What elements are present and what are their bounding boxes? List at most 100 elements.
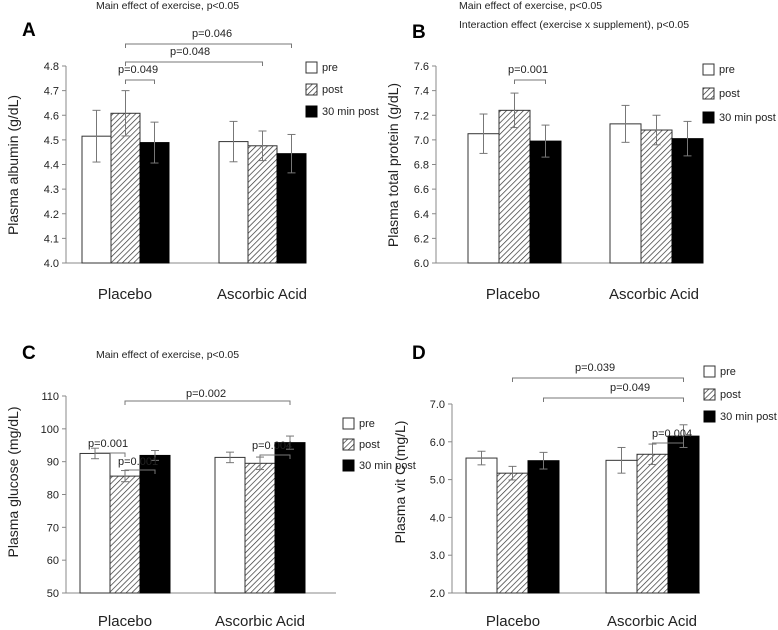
- legend-swatch-post: [342, 438, 355, 451]
- y-tick-label: 6.6: [414, 184, 429, 196]
- significance-label: p=0.049: [118, 64, 158, 76]
- y-tick-label: 4.3: [44, 184, 59, 196]
- y-tick-label: 4.1: [44, 233, 59, 245]
- panel-d-legend: pre post 30 min post: [703, 365, 777, 423]
- panel-d-y-axis-label: Plasma vit C (mg/L): [392, 421, 408, 544]
- legend-label-pre: pre: [720, 366, 736, 378]
- legend-swatch-post: [305, 83, 318, 96]
- bar-post-placebo: [496, 472, 529, 594]
- legend-label-pre: pre: [359, 418, 375, 430]
- significance-bracket: [125, 79, 155, 84]
- y-tick-label: 7.0: [414, 135, 429, 147]
- y-tick-label: 6.0: [430, 437, 445, 449]
- legend-label-30-min-post: 30 min post: [322, 106, 379, 118]
- bar-post-placebo: [498, 109, 531, 264]
- significance-label: p=0.046: [192, 28, 232, 40]
- panel-d: D Plasma vit C (mg/L) 2.0 3.0 4.0 5.0 6.0 7.0…: [392, 343, 777, 630]
- panel-a-y-axis-label: Plasma albumin (g/dL): [5, 95, 21, 235]
- significance-label: p=0.001: [118, 456, 158, 468]
- bar-post-placebo: [109, 475, 141, 594]
- significance-label: p=0.001: [88, 438, 128, 450]
- y-tick-label: 4.2: [44, 209, 59, 221]
- legend-label-post: post: [720, 389, 741, 401]
- panel-b-y-axis-label: Plasma total protein (g/dL): [385, 83, 401, 247]
- legend-label-30-min-post: 30 min post: [720, 411, 777, 423]
- bar-30-min-post-placebo: [139, 454, 171, 594]
- panel-a-plot-area: 4.0 4.1 4.2 4.3 4.4 4.5 4.6 4.7 4.8 p=0.049 p=0.04…: [44, 28, 307, 270]
- bar-30-min-post-placebo: [527, 460, 560, 594]
- bar-30-min-post-ascorbic-acid: [274, 442, 306, 594]
- significance-bracket: [543, 397, 684, 402]
- panel-c-category-ascorbic-acid: Ascorbic Acid: [215, 613, 305, 630]
- y-tick-label: 4.8: [44, 61, 59, 73]
- panel-b-category-ascorbic-acid: Ascorbic Acid: [609, 286, 699, 303]
- significance-bracket: [125, 61, 263, 66]
- panel-b-category-placebo: Placebo: [486, 286, 540, 303]
- y-tick-label: 6.2: [414, 233, 429, 245]
- y-tick-label: 110: [41, 391, 59, 403]
- y-tick-label: 2.0: [430, 588, 445, 600]
- panel-c-label: C: [22, 343, 36, 364]
- y-tick-label: 7.2: [414, 110, 429, 122]
- significance-label: p=0.002: [186, 388, 226, 400]
- bar-pre-placebo: [465, 457, 498, 594]
- significance-bracket: [652, 442, 684, 447]
- significance-bracket: [259, 454, 291, 459]
- panel-c-annotation: Main effect of exercise, p<0.05: [96, 349, 239, 361]
- legend-swatch-pre: [342, 417, 355, 430]
- panel-a: A Main effect of exercise, p<0.05 Plasma…: [5, 0, 379, 303]
- y-tick-label: 80: [47, 490, 59, 502]
- bar-pre-placebo: [467, 133, 500, 264]
- bar-post-ascorbic-acid: [247, 145, 278, 264]
- significance-bracket: [124, 400, 291, 405]
- y-tick-label: 7.0: [430, 399, 445, 411]
- panel-d-category-placebo: Placebo: [486, 613, 540, 630]
- legend-label-pre: pre: [719, 64, 735, 76]
- bar-post-ascorbic-acid: [640, 129, 673, 264]
- significance-label: p=0.049: [610, 382, 650, 394]
- y-tick-label: 4.7: [44, 86, 59, 98]
- y-tick-label: 6.8: [414, 160, 429, 172]
- bar-30-min-post-placebo: [529, 140, 562, 264]
- panel-c: C Main effect of exercise, p<0.05 Plasma…: [5, 343, 416, 630]
- y-tick-label: 3.0: [430, 550, 445, 562]
- significance-bracket: [512, 377, 684, 382]
- legend-label-post: post: [359, 439, 380, 451]
- panel-c-plot-area: 50 60 70 80 90 100 110 p=0.001 p=0.001 p=0.002 p=0…: [41, 388, 336, 600]
- panel-d-plot-area: 2.0 3.0 4.0 5.0 6.0 7.0 p=0.039 p=0.049 p=0.004: [430, 362, 700, 600]
- panel-d-category-ascorbic-acid: Ascorbic Acid: [607, 613, 697, 630]
- significance-bracket: [514, 79, 546, 84]
- significance-label: p=0.048: [170, 46, 210, 58]
- panel-a-annotation: Main effect of exercise, p<0.05: [96, 0, 239, 12]
- panel-d-label: D: [412, 343, 426, 364]
- panel-b-label: B: [412, 22, 426, 43]
- panel-c-y-axis-label: Plasma glucose (mg/dL): [5, 407, 21, 558]
- significance-label: p=0.039: [575, 362, 615, 374]
- significance-label: p=0.004: [652, 428, 692, 440]
- y-tick-label: 60: [47, 555, 59, 567]
- panel-b-annotation-2: Interaction effect (exercise x supplemen…: [459, 19, 689, 31]
- bar-pre-ascorbic-acid: [609, 123, 642, 264]
- significance-label: p=0.004: [252, 440, 292, 452]
- y-tick-label: 70: [47, 522, 59, 534]
- legend-label-30-min-post: 30 min post: [719, 112, 776, 124]
- panel-a-category-placebo: Placebo: [98, 286, 152, 303]
- legend-swatch-post: [703, 388, 716, 401]
- y-tick-label: 6.0: [414, 258, 429, 270]
- bar-30-min-post-ascorbic-acid: [667, 435, 700, 594]
- bar-pre-ascorbic-acid: [605, 459, 638, 594]
- bar-pre-ascorbic-acid: [214, 456, 246, 594]
- legend-label-pre: pre: [322, 62, 338, 74]
- panel-a-category-ascorbic-acid: Ascorbic Acid: [217, 286, 307, 303]
- legend-swatch-pre: [305, 61, 318, 74]
- legend-swatch-pre: [702, 63, 715, 76]
- legend-swatch-post: [702, 87, 715, 100]
- legend-swatch-30-min-post: [305, 105, 318, 118]
- panel-a-label: A: [22, 20, 36, 41]
- panel-b-plot-area: 6.0 6.2 6.4 6.6 6.8 7.0 7.2 7.4 7.6 p=0.001: [414, 61, 704, 270]
- significance-bracket: [125, 43, 292, 48]
- bar-30-min-post-ascorbic-acid: [671, 138, 704, 264]
- bar-pre-placebo: [79, 452, 111, 594]
- legend-label-post: post: [719, 88, 740, 100]
